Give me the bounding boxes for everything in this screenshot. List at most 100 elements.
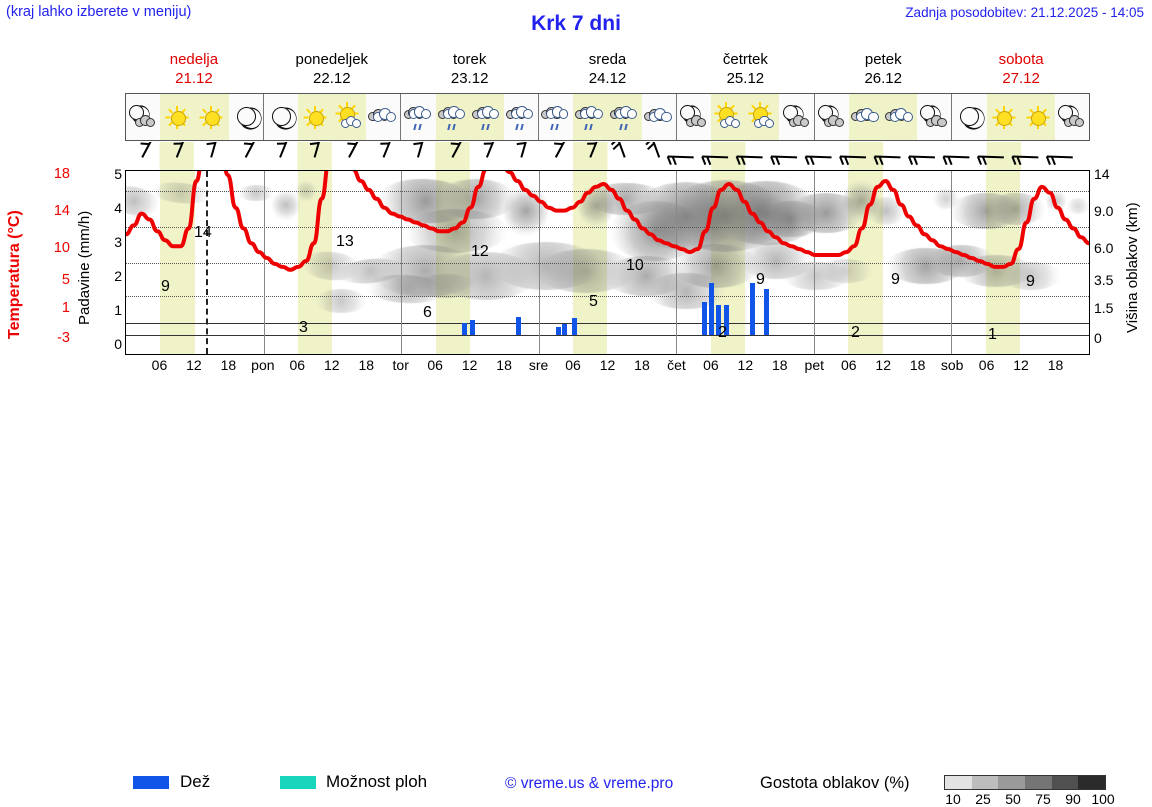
cloud-height-tick-1: 9.0: [1094, 203, 1128, 219]
time-tick-8: 06: [418, 357, 452, 373]
time-tick-4: 06: [280, 357, 314, 373]
wind-barb-7: [376, 142, 391, 157]
moon-icon: [231, 102, 261, 132]
weather-icon-cell-13: [573, 94, 607, 140]
weather-icon-cell-16: [677, 94, 711, 140]
time-tick-11: sre: [522, 357, 556, 373]
weather-icon-cell-27: [1055, 94, 1089, 140]
temperature-tick-1: 14: [30, 203, 70, 219]
temperature-tick-5: -3: [30, 330, 70, 346]
temperature-axis-title: Temperatura (°C): [6, 185, 32, 365]
rain-legend-label: Dež: [180, 772, 210, 792]
weather-icon-cell-4: [264, 94, 298, 140]
time-tick-10: 18: [487, 357, 521, 373]
day-name: ponedeljek: [296, 51, 369, 68]
temperature-value-label-10: 2: [851, 324, 860, 342]
precip-bar-6: [702, 302, 707, 335]
temperature-value-label-1: 14: [194, 224, 212, 242]
moon-cloud-icon: [1057, 102, 1087, 132]
wind-barb-19: [771, 156, 797, 165]
weather-icon-cell-20: [815, 94, 849, 140]
time-tick-26: 18: [1039, 357, 1073, 373]
cloud-icon: [851, 102, 881, 132]
wind-barb-3: [239, 142, 255, 157]
temperature-tick-3: 5: [30, 272, 70, 288]
time-tick-5: 12: [315, 357, 349, 373]
time-tick-13: 12: [591, 357, 625, 373]
time-tick-9: 12: [453, 357, 487, 373]
temperature-curve: [126, 171, 1089, 354]
precip-bar-2: [516, 317, 521, 335]
wind-barb-8: [410, 142, 423, 157]
time-tick-15: čet: [659, 357, 693, 373]
weather-icon-cell-26: [1021, 94, 1055, 140]
temperature-value-label-2: 3: [299, 319, 308, 337]
time-tick-16: 06: [694, 357, 728, 373]
cloud-density-tick-2: 50: [998, 791, 1028, 807]
moon-icon: [954, 102, 984, 132]
weather-icon-cell-19: [779, 94, 813, 140]
cloud-rain-icon: [472, 102, 502, 132]
cloud-density-seg-0: [945, 776, 972, 789]
time-tick-22: 18: [901, 357, 935, 373]
wind-barb-10: [479, 142, 494, 157]
day-date: 23.12: [401, 69, 539, 88]
temperature-tick-0: 18: [30, 166, 70, 182]
precip-bar-1: [470, 320, 475, 335]
wind-barb-2: [203, 142, 216, 157]
day-name: četrtek: [723, 51, 768, 68]
wind-barb-27: [1047, 156, 1073, 165]
cloud-density-tick-3: 75: [1028, 791, 1058, 807]
moon-cloud-icon: [919, 102, 949, 132]
temperature-value-label-9: 9: [756, 271, 765, 289]
moon-cloud-icon: [128, 102, 158, 132]
cloud-icon: [644, 102, 674, 132]
icon-day-group-5: [815, 94, 953, 140]
precipitation-tick-4: 1: [98, 302, 122, 318]
wind-barb-4: [273, 142, 288, 157]
copyright-label: © vreme.us & vreme.pro: [505, 775, 673, 793]
cloud-height-tick-3: 3.5: [1094, 272, 1128, 288]
moon-cloud-icon: [817, 102, 847, 132]
temperature-value-label-8: 2: [718, 324, 727, 342]
cloud-rain-icon: [610, 102, 640, 132]
time-tick-3: pon: [246, 357, 280, 373]
cloud-density-seg-3: [1025, 776, 1052, 789]
temperature-value-label-7: 10: [626, 257, 644, 275]
cloud-rain-icon: [575, 102, 605, 132]
day-date: 27.12: [952, 69, 1090, 88]
precipitation-axis-title: Padavine (mm/h): [76, 175, 100, 360]
weather-icon-cell-9: [436, 94, 470, 140]
icon-day-group-4: [677, 94, 815, 140]
time-tick-23: sob: [935, 357, 969, 373]
weather-icon-cell-0: [126, 94, 160, 140]
temperature-value-label-0: 9: [161, 278, 170, 296]
precipitation-tick-3: 2: [98, 268, 122, 284]
weather-icon-cell-24: [952, 94, 986, 140]
cloud-density-seg-1: [972, 776, 999, 789]
cloud-density-tick-5: 100: [1088, 791, 1118, 807]
cloud-density-seg-5: [1078, 776, 1105, 789]
weather-icon-cell-10: [470, 94, 504, 140]
day-name: torek: [453, 51, 486, 68]
sun-icon: [1023, 102, 1053, 132]
weather-icon-cell-11: [504, 94, 538, 140]
temperature-tick-2: 10: [30, 240, 70, 256]
weather-icon-row: [125, 93, 1090, 141]
cloud-rain-icon: [438, 102, 468, 132]
temperature-value-label-3: 13: [336, 233, 354, 251]
sun-cloud-icon: [747, 102, 777, 132]
precip-bar-0: [462, 323, 467, 335]
sun-cloud-icon: [334, 102, 364, 132]
icon-day-group-6: [952, 94, 1089, 140]
time-tick-14: 18: [625, 357, 659, 373]
time-tick-7: tor: [384, 357, 418, 373]
weather-icon-cell-14: [608, 94, 642, 140]
day-name: petek: [865, 51, 902, 68]
icon-day-group-0: [126, 94, 264, 140]
wind-barb-11: [514, 142, 527, 157]
